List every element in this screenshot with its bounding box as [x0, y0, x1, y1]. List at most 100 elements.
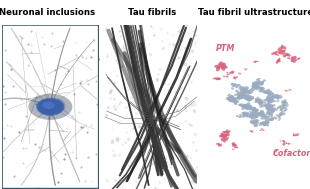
Ellipse shape — [269, 108, 272, 110]
Ellipse shape — [255, 99, 259, 102]
Ellipse shape — [280, 140, 281, 142]
Ellipse shape — [268, 105, 270, 108]
Ellipse shape — [247, 97, 249, 99]
Ellipse shape — [254, 61, 255, 63]
Ellipse shape — [238, 73, 240, 74]
Ellipse shape — [220, 143, 222, 145]
Ellipse shape — [231, 87, 234, 90]
Ellipse shape — [251, 117, 254, 119]
Ellipse shape — [214, 65, 218, 67]
Ellipse shape — [266, 97, 268, 101]
Ellipse shape — [223, 65, 225, 67]
Ellipse shape — [26, 64, 32, 68]
Ellipse shape — [269, 118, 273, 121]
Ellipse shape — [240, 86, 242, 88]
Ellipse shape — [269, 97, 271, 99]
Ellipse shape — [253, 83, 256, 87]
Ellipse shape — [253, 121, 257, 124]
Ellipse shape — [283, 54, 286, 57]
Ellipse shape — [237, 95, 240, 99]
Ellipse shape — [265, 105, 268, 108]
Ellipse shape — [62, 89, 64, 91]
Ellipse shape — [251, 113, 254, 116]
Ellipse shape — [261, 129, 263, 130]
Ellipse shape — [267, 115, 270, 118]
Ellipse shape — [260, 101, 263, 104]
Ellipse shape — [233, 98, 237, 103]
Ellipse shape — [294, 56, 297, 58]
Ellipse shape — [228, 98, 232, 101]
Ellipse shape — [246, 106, 250, 110]
Ellipse shape — [284, 101, 286, 104]
Ellipse shape — [275, 51, 278, 53]
Ellipse shape — [268, 94, 271, 97]
Ellipse shape — [293, 134, 295, 136]
Ellipse shape — [265, 116, 268, 118]
Ellipse shape — [252, 108, 254, 110]
Ellipse shape — [276, 114, 280, 117]
Ellipse shape — [269, 113, 272, 115]
Ellipse shape — [37, 100, 55, 110]
Ellipse shape — [253, 110, 257, 114]
Ellipse shape — [294, 135, 296, 136]
Ellipse shape — [263, 90, 268, 93]
Ellipse shape — [279, 58, 281, 59]
Ellipse shape — [246, 102, 250, 107]
Ellipse shape — [42, 97, 64, 110]
Ellipse shape — [256, 115, 259, 118]
Ellipse shape — [250, 120, 254, 123]
Ellipse shape — [277, 98, 279, 100]
Ellipse shape — [227, 98, 232, 101]
Ellipse shape — [255, 98, 257, 100]
Ellipse shape — [252, 108, 256, 111]
Ellipse shape — [231, 71, 233, 73]
Ellipse shape — [231, 99, 234, 101]
Ellipse shape — [268, 93, 269, 96]
Ellipse shape — [272, 108, 274, 110]
Ellipse shape — [231, 71, 234, 73]
Ellipse shape — [254, 84, 259, 87]
Ellipse shape — [219, 145, 222, 146]
Ellipse shape — [259, 122, 263, 126]
Ellipse shape — [255, 110, 258, 112]
Ellipse shape — [240, 89, 242, 91]
Ellipse shape — [253, 85, 258, 89]
Ellipse shape — [244, 95, 248, 97]
Ellipse shape — [243, 112, 248, 115]
Ellipse shape — [285, 90, 286, 91]
Ellipse shape — [280, 106, 284, 109]
Ellipse shape — [230, 97, 236, 101]
Ellipse shape — [37, 98, 64, 115]
Ellipse shape — [245, 69, 246, 70]
Ellipse shape — [226, 133, 230, 136]
Ellipse shape — [220, 65, 224, 67]
Ellipse shape — [44, 99, 66, 112]
Ellipse shape — [282, 103, 286, 106]
Ellipse shape — [266, 124, 269, 126]
Ellipse shape — [246, 97, 249, 99]
Ellipse shape — [294, 60, 297, 61]
Ellipse shape — [243, 89, 247, 92]
Ellipse shape — [275, 62, 278, 64]
Ellipse shape — [243, 96, 247, 99]
Ellipse shape — [277, 105, 282, 109]
Ellipse shape — [215, 77, 217, 79]
Ellipse shape — [85, 53, 86, 54]
Ellipse shape — [231, 100, 235, 103]
Ellipse shape — [277, 60, 279, 63]
Ellipse shape — [255, 111, 259, 116]
Ellipse shape — [257, 86, 261, 89]
Ellipse shape — [257, 113, 261, 116]
Ellipse shape — [291, 60, 293, 62]
Ellipse shape — [261, 128, 263, 129]
Ellipse shape — [228, 96, 233, 99]
Ellipse shape — [239, 114, 242, 116]
Ellipse shape — [218, 78, 221, 80]
Ellipse shape — [236, 146, 238, 148]
Ellipse shape — [232, 98, 235, 99]
Ellipse shape — [252, 84, 255, 85]
Ellipse shape — [243, 112, 246, 115]
Ellipse shape — [252, 81, 259, 85]
Ellipse shape — [256, 119, 260, 121]
Ellipse shape — [253, 82, 257, 84]
